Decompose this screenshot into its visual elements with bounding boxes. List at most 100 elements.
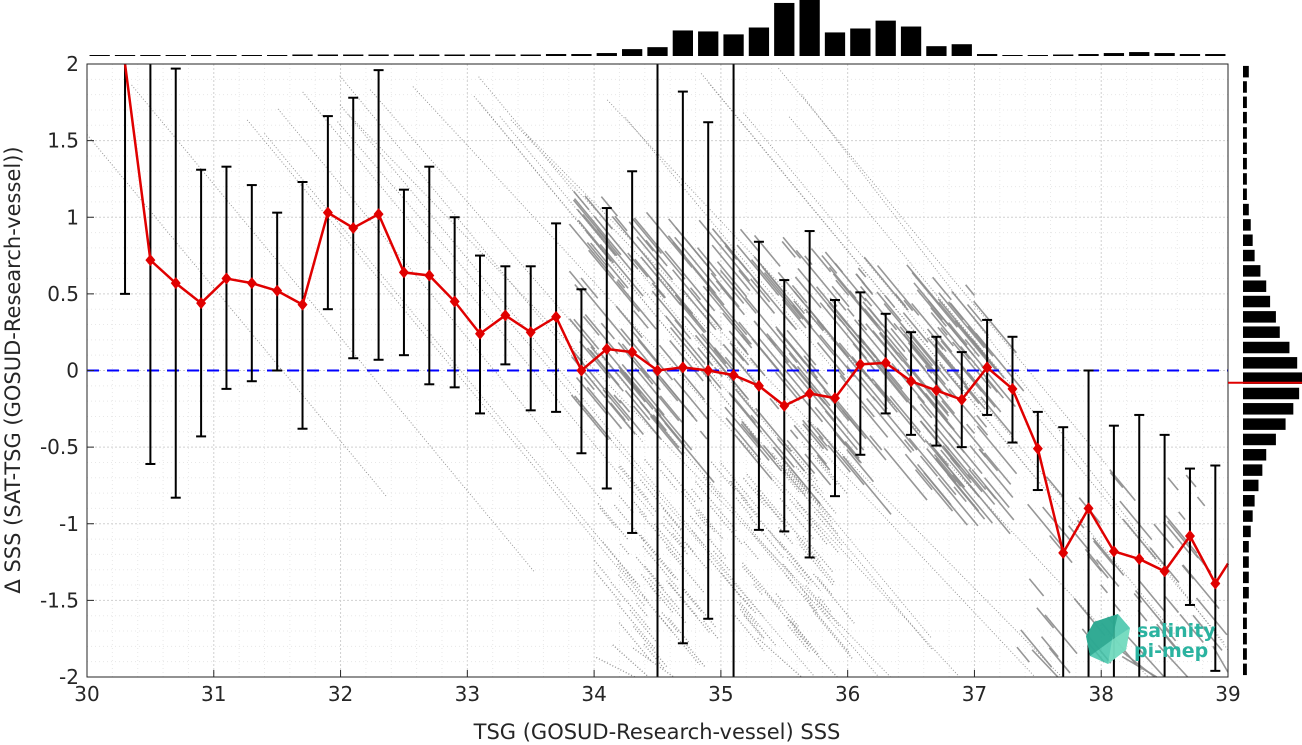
- mean-marker: [1210, 577, 1221, 590]
- mean-line: [123, 63, 1230, 590]
- scatter-streak: [1181, 564, 1195, 580]
- mean-marker: [601, 343, 612, 356]
- scatter-streak: [641, 594, 673, 633]
- scatter-streak: [720, 462, 760, 511]
- x-histogram-bar: [267, 55, 288, 56]
- mean-marker: [551, 310, 562, 323]
- scatter-streak: [674, 294, 698, 322]
- y-histogram: [1228, 64, 1302, 677]
- x-histogram-bar: [1002, 55, 1023, 56]
- scatter-streak: [903, 439, 915, 452]
- scatter-streak: [584, 313, 619, 355]
- scatter-streak: [821, 254, 838, 274]
- mean-marker: [348, 221, 359, 234]
- mean-marker: [652, 364, 663, 377]
- mean-marker: [1159, 565, 1170, 578]
- y-histogram-bar: [1243, 326, 1280, 338]
- scatter-streak: [879, 331, 899, 355]
- scatter-streak: [859, 285, 898, 331]
- scatter-streak: [618, 366, 642, 395]
- x-tick-label: 34: [581, 682, 606, 706]
- scatter-streak: [949, 457, 972, 484]
- scatter-streak: [246, 119, 641, 595]
- scatter-streak: [1164, 515, 1198, 554]
- x-histogram-bar: [343, 54, 364, 56]
- scatter-streak: [775, 326, 815, 374]
- scatter-streak: [817, 501, 832, 518]
- scatter-streak: [661, 522, 689, 555]
- mean-marker: [221, 272, 232, 285]
- scatter-streak: [818, 435, 828, 447]
- x-tick-label: 39: [1215, 682, 1240, 706]
- y-histogram-bar: [1243, 111, 1247, 124]
- scatter-streak: [649, 415, 684, 456]
- scatter-streak: [706, 286, 748, 336]
- scatter-streak: [412, 86, 960, 678]
- scatter-streak: [620, 465, 649, 501]
- scatter-streak: [813, 511, 843, 546]
- scatter-streak: [739, 608, 766, 640]
- scatter-streak: [1067, 525, 1091, 552]
- scatter-streak: [587, 249, 640, 313]
- scatter-streak: [963, 385, 980, 405]
- scatter-streak: [618, 466, 659, 515]
- scatter-streak: [976, 425, 1018, 475]
- scatter-streak: [787, 468, 833, 524]
- scatter-streak: [916, 463, 952, 506]
- x-histogram: [87, 0, 1228, 57]
- scatter-streak: [876, 265, 920, 316]
- scatter-streak: [966, 481, 980, 497]
- scatter-streak: [600, 353, 650, 413]
- scatter-streak: [782, 236, 802, 259]
- x-histogram-bar: [1129, 52, 1150, 56]
- scatter-streak: [983, 477, 1010, 508]
- scatter-streak: [864, 297, 873, 307]
- scatter-streak: [780, 514, 822, 563]
- scatter-streak: [889, 395, 921, 433]
- scatter-streak: [627, 252, 649, 278]
- scatter-streak: [640, 534, 680, 582]
- scatter-streak: [732, 396, 757, 424]
- scatter-streak: [742, 566, 763, 591]
- scatter-streak: [876, 291, 902, 322]
- scatter-streak: [744, 296, 787, 347]
- scatter-streak: [1178, 511, 1186, 521]
- scatter-streak: [664, 250, 716, 312]
- scatter-streak: [816, 342, 846, 376]
- scatter-streak: [696, 298, 723, 331]
- x-histogram-area: [87, 0, 1228, 56]
- y-histogram-bar: [1243, 280, 1267, 292]
- scatter-streak: [630, 329, 674, 381]
- mean-marker: [627, 346, 638, 359]
- scatter-streak: [1048, 647, 1071, 674]
- scatter-streak: [926, 448, 977, 510]
- scatter-streak: [890, 327, 926, 371]
- x-histogram-bar: [850, 28, 871, 56]
- scatter-streak: [778, 67, 1108, 467]
- scatter-streak: [589, 349, 620, 386]
- scatter-streak: [615, 305, 643, 339]
- scatter-streak: [1095, 559, 1120, 587]
- scatter-streak: [624, 389, 651, 421]
- scatter-streak: [907, 342, 954, 397]
- scatter-streak: [656, 612, 701, 666]
- scatter-streak: [855, 273, 873, 294]
- scatter-streak: [907, 330, 942, 371]
- scatter-streak: [590, 242, 629, 289]
- x-histogram-bar: [672, 30, 693, 56]
- scatter-streak: [590, 346, 600, 357]
- scatter-streak: [933, 424, 972, 470]
- scatter-streak: [734, 434, 773, 481]
- scatter-streak: [785, 575, 819, 615]
- mean-marker: [931, 384, 942, 397]
- scatter-streak: [734, 349, 745, 362]
- scatter-streak: [802, 535, 834, 574]
- scatter-streak: [911, 271, 958, 328]
- scatter-streak: [597, 503, 630, 541]
- scatter-streak: [1164, 596, 1180, 614]
- scatter-streak: [1049, 534, 1073, 564]
- scatter-streak: [719, 269, 757, 314]
- y-histogram-bar: [1243, 632, 1247, 645]
- mean-marker: [145, 254, 156, 267]
- scatter-streak: [813, 523, 840, 554]
